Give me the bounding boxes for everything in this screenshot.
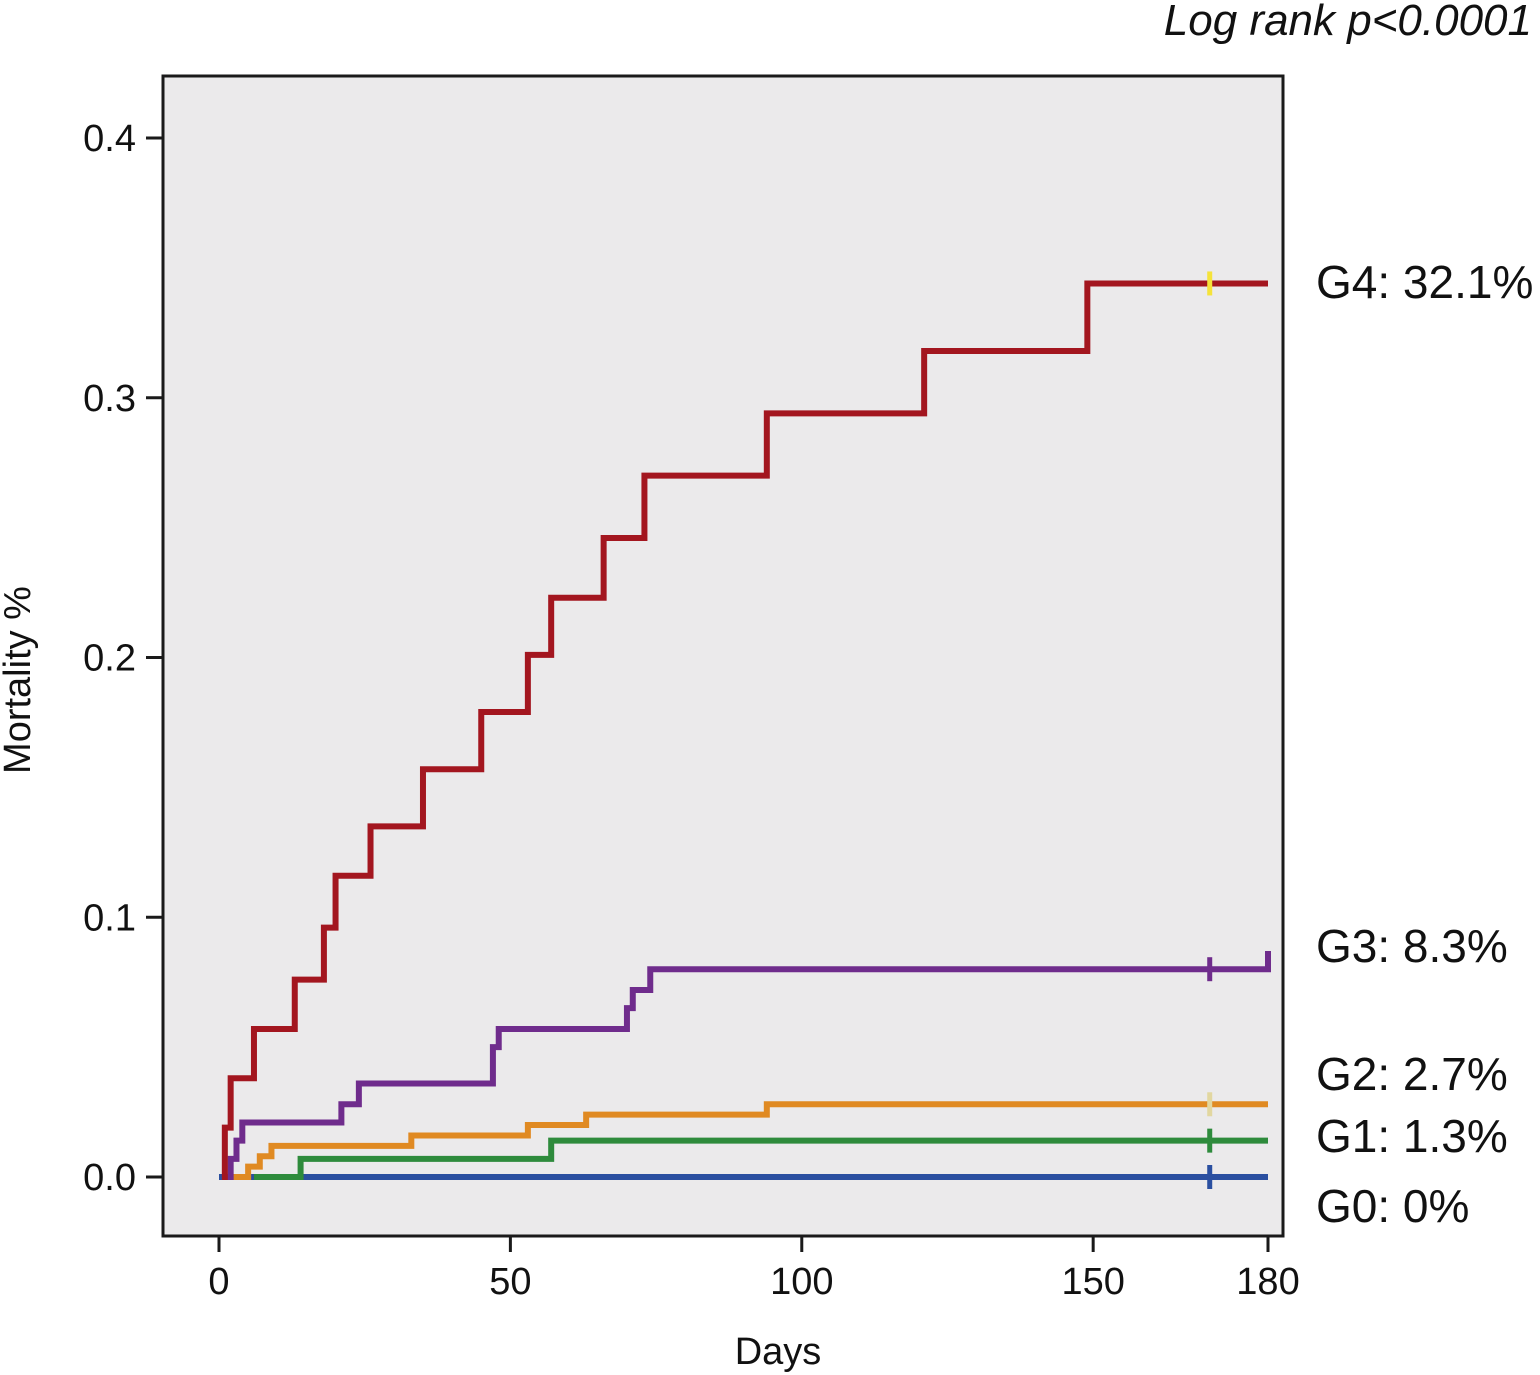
x-tick-label: 0: [208, 1261, 229, 1303]
y-tick-label: 0.0: [83, 1157, 136, 1199]
x-axis: 0 50 100 150 180: [208, 1236, 1300, 1303]
x-tick-label: 50: [489, 1261, 531, 1303]
series-g4-line: [221, 280, 1268, 1180]
end-labels: G0: 0% G1: 1.3% G2: 2.7% G3: 8.3% G4: 32.1%: [1316, 256, 1533, 1232]
y-tick-label: 0.2: [83, 638, 136, 680]
x-tick-label: 100: [770, 1261, 833, 1303]
y-tick-label: 0.1: [83, 897, 136, 939]
y-axis-title: Mortality %: [0, 586, 39, 774]
x-axis-title: Days: [735, 1331, 822, 1373]
series-g2-label: G2: 2.7%: [1316, 1048, 1508, 1100]
series-g2-line: [230, 1101, 1268, 1180]
plot-area: [161, 74, 1285, 1238]
series-g0-label: G0: 0%: [1316, 1180, 1469, 1232]
x-tick-label: 150: [1061, 1261, 1124, 1303]
series-g4-label: G4: 32.1%: [1316, 256, 1533, 308]
series-g3-label: G3: 8.3%: [1316, 920, 1508, 972]
series-layer: [219, 271, 1271, 1189]
x-tick-label: 180: [1236, 1261, 1299, 1303]
y-axis: 0.0 0.1 0.2 0.3 0.4: [83, 118, 163, 1199]
log-rank-annotation: Log rank p<0.0001: [1164, 0, 1532, 45]
y-tick-label: 0.3: [83, 378, 136, 420]
series-g3-line: [224, 951, 1271, 1180]
series-g1-label: G1: 1.3%: [1316, 1110, 1508, 1162]
series-g1-line: [253, 1137, 1268, 1180]
y-tick-label: 0.4: [83, 118, 136, 160]
